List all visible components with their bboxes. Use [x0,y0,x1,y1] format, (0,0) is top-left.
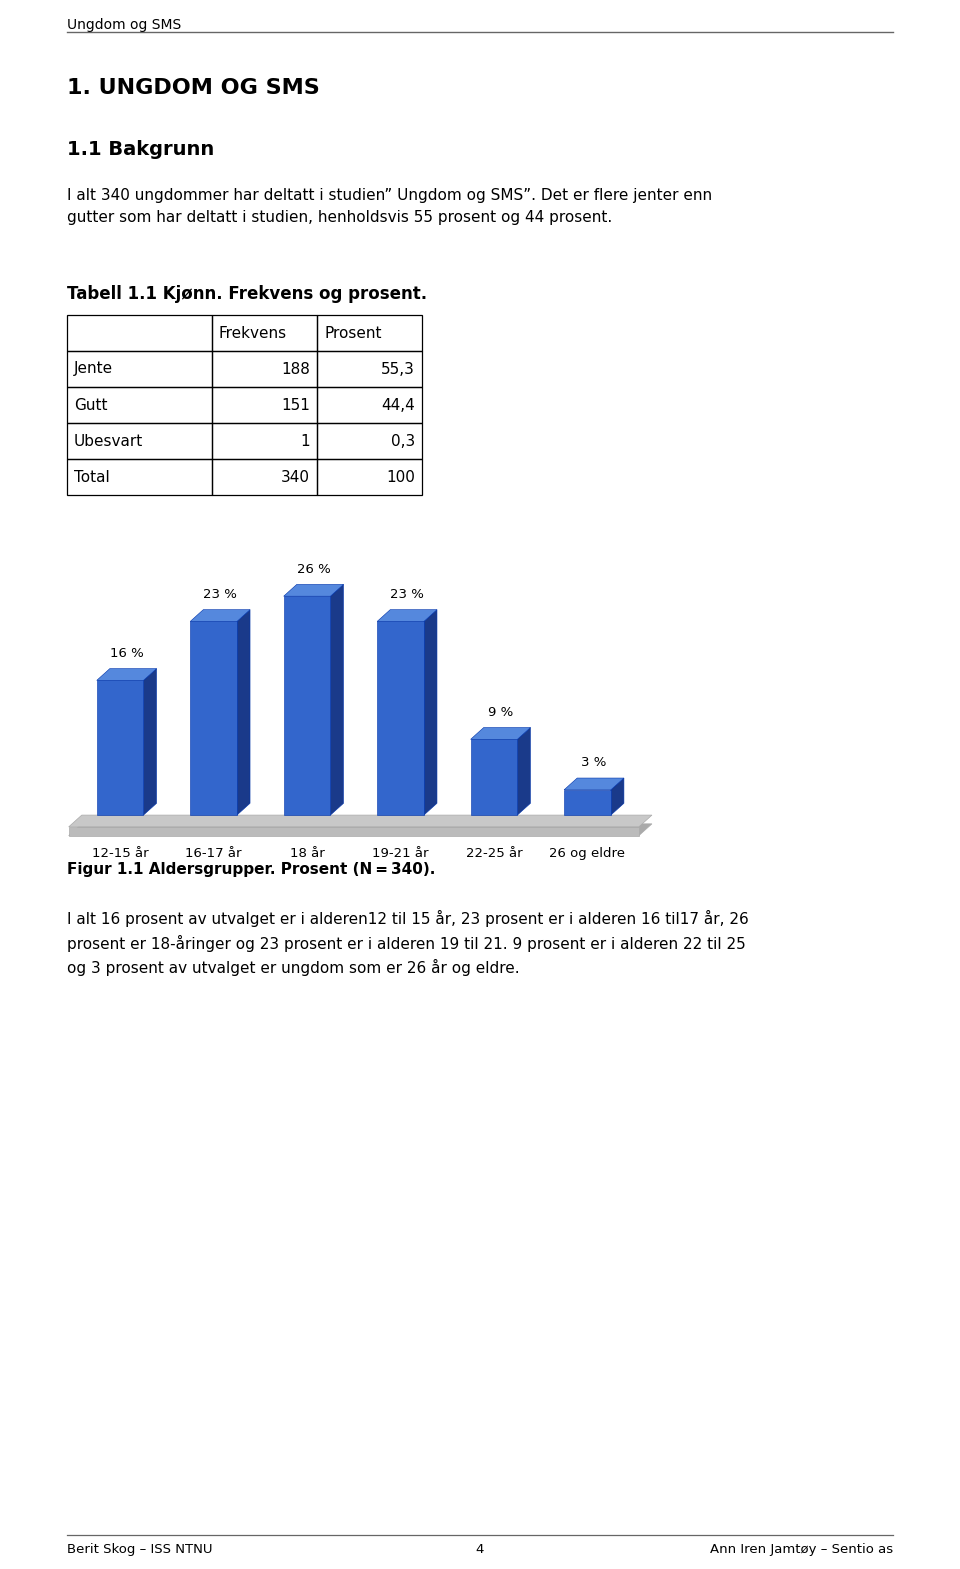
Text: 340: 340 [281,469,310,485]
Text: Tabell 1.1 Kjønn. Frekvens og prosent.: Tabell 1.1 Kjønn. Frekvens og prosent. [67,286,427,303]
Polygon shape [330,584,344,814]
Text: 9 %: 9 % [488,706,514,719]
Bar [317,388,422,424]
Text: 151: 151 [281,397,310,413]
Polygon shape [69,827,638,836]
Polygon shape [283,584,344,596]
Text: 23 %: 23 % [390,588,424,601]
Polygon shape [377,621,424,814]
Text: 1.1 Bakgrunn: 1.1 Bakgrunn [67,140,214,158]
Polygon shape [470,728,531,739]
Bar [212,424,317,460]
Text: Gutt: Gutt [74,397,108,413]
Bar [67,351,212,388]
Polygon shape [283,596,330,814]
Text: 26 %: 26 % [297,563,330,576]
Polygon shape [564,778,624,789]
Text: I alt 16 prosent av utvalget er i alderen12 til 15 år, 23 prosent er i alderen 1: I alt 16 prosent av utvalget er i aldere… [67,910,749,976]
Text: Frekvens: Frekvens [219,325,287,340]
Polygon shape [190,621,237,814]
Bar [67,424,212,460]
Bar [317,315,422,351]
Polygon shape [470,739,517,814]
Bar [212,351,317,388]
Text: 3 %: 3 % [582,756,607,769]
Bar [317,424,422,460]
Polygon shape [424,610,437,814]
Text: 44,4: 44,4 [381,397,415,413]
Polygon shape [611,778,624,814]
Polygon shape [517,728,531,814]
Bar [212,315,317,351]
Polygon shape [377,610,437,621]
Bar [67,315,212,351]
Text: 0,3: 0,3 [391,433,415,449]
Text: 4: 4 [476,1542,484,1556]
Text: Ubesvart: Ubesvart [74,433,143,449]
Bar [67,388,212,424]
Polygon shape [190,610,250,621]
Text: 16 %: 16 % [109,646,144,661]
Text: Ungdom og SMS: Ungdom og SMS [67,17,181,31]
Polygon shape [69,824,652,836]
Text: 55,3: 55,3 [381,361,415,377]
Polygon shape [143,668,156,814]
Text: Total: Total [74,469,109,485]
Text: 1: 1 [300,433,310,449]
Text: Berit Skog – ISS NTNU: Berit Skog – ISS NTNU [67,1542,212,1556]
Text: 188: 188 [281,361,310,377]
Text: Prosent: Prosent [324,325,381,340]
Text: Ann Iren Jamtøy – Sentio as: Ann Iren Jamtøy – Sentio as [709,1542,893,1556]
Text: 23 %: 23 % [204,588,237,601]
Bar [212,460,317,494]
Text: 100: 100 [386,469,415,485]
Polygon shape [564,789,611,814]
Text: I alt 340 ungdommer har deltatt i studien” Ungdom og SMS”. Det er flere jenter e: I alt 340 ungdommer har deltatt i studie… [67,188,712,224]
Text: Jente: Jente [74,361,113,377]
Bar [317,351,422,388]
Text: Figur 1.1 Aldersgrupper. Prosent (N = 340).: Figur 1.1 Aldersgrupper. Prosent (N = 34… [67,861,436,877]
Bar [212,388,317,424]
Polygon shape [69,814,652,827]
Polygon shape [97,668,156,681]
Polygon shape [97,681,143,814]
Polygon shape [237,610,250,814]
Text: 1. UNGDOM OG SMS: 1. UNGDOM OG SMS [67,78,320,97]
Bar [317,460,422,494]
Bar [67,460,212,494]
